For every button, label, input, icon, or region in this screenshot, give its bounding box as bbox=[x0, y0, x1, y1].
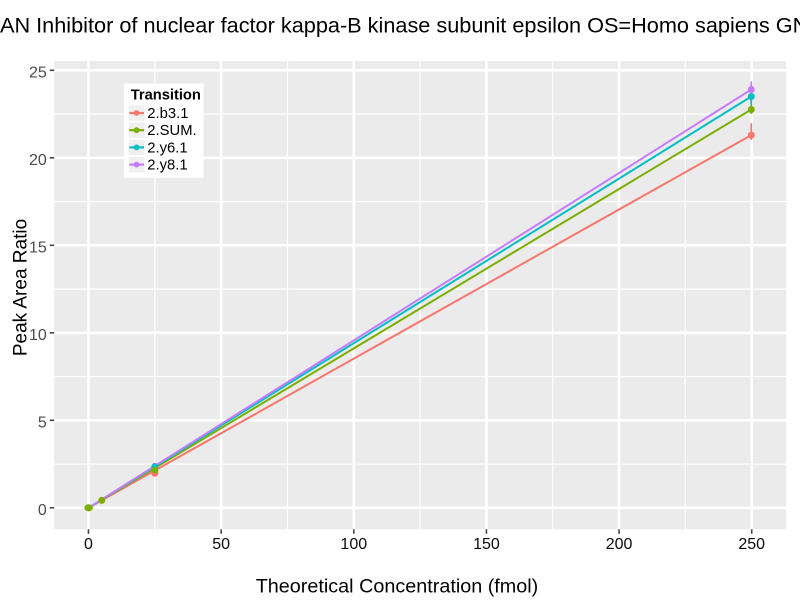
svg-text:2.y6.1: 2.y6.1 bbox=[147, 140, 187, 156]
svg-text:Transition: Transition bbox=[131, 88, 201, 104]
svg-text:250: 250 bbox=[738, 536, 765, 553]
svg-text:150: 150 bbox=[473, 536, 500, 553]
svg-text:0: 0 bbox=[38, 502, 47, 519]
svg-text:100: 100 bbox=[340, 536, 367, 553]
svg-text:Theoretical Concentration (fmo: Theoretical Concentration (fmol) bbox=[256, 576, 539, 598]
svg-text:AN Inhibitor of nuclear factor: AN Inhibitor of nuclear factor kappa-B k… bbox=[0, 13, 800, 38]
svg-text:2.y8.1: 2.y8.1 bbox=[147, 158, 187, 174]
svg-text:15: 15 bbox=[29, 240, 47, 257]
svg-text:50: 50 bbox=[212, 536, 230, 553]
svg-text:Peak Area Ratio: Peak Area Ratio bbox=[11, 219, 32, 356]
svg-text:0: 0 bbox=[84, 536, 93, 553]
svg-text:2.SUM.: 2.SUM. bbox=[147, 123, 196, 139]
svg-text:200: 200 bbox=[606, 536, 633, 553]
svg-text:5: 5 bbox=[38, 415, 47, 432]
svg-text:2.b3.1: 2.b3.1 bbox=[147, 106, 188, 122]
svg-text:20: 20 bbox=[29, 152, 47, 169]
svg-text:10: 10 bbox=[29, 327, 47, 344]
svg-text:25: 25 bbox=[29, 65, 47, 82]
